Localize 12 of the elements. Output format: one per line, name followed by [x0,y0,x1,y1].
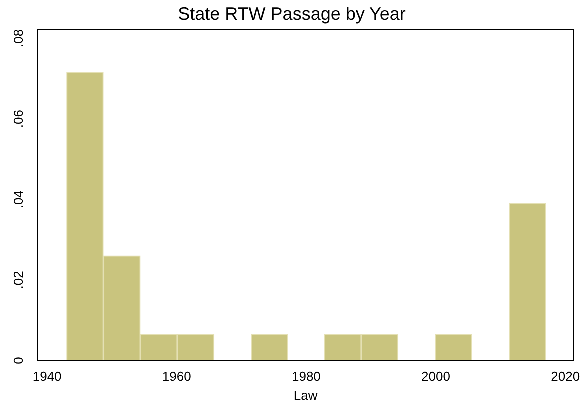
x-tick-label: 1960 [162,369,192,384]
y-tick-label: .02 [11,271,26,290]
x-tick-label: 2020 [551,369,580,384]
x-tick-label: 1980 [292,369,321,384]
y-tick-label: .06 [11,110,26,128]
y-tick-label: .04 [11,190,26,209]
y-tick-label: 0 [11,357,26,364]
x-tick-label: 2000 [422,369,450,384]
chart-title: State RTW Passage by Year [178,4,406,24]
x-axis-title: Law [294,388,318,403]
x-tick-label: 1940 [32,369,62,384]
y-tick-label: .08 [11,29,26,48]
